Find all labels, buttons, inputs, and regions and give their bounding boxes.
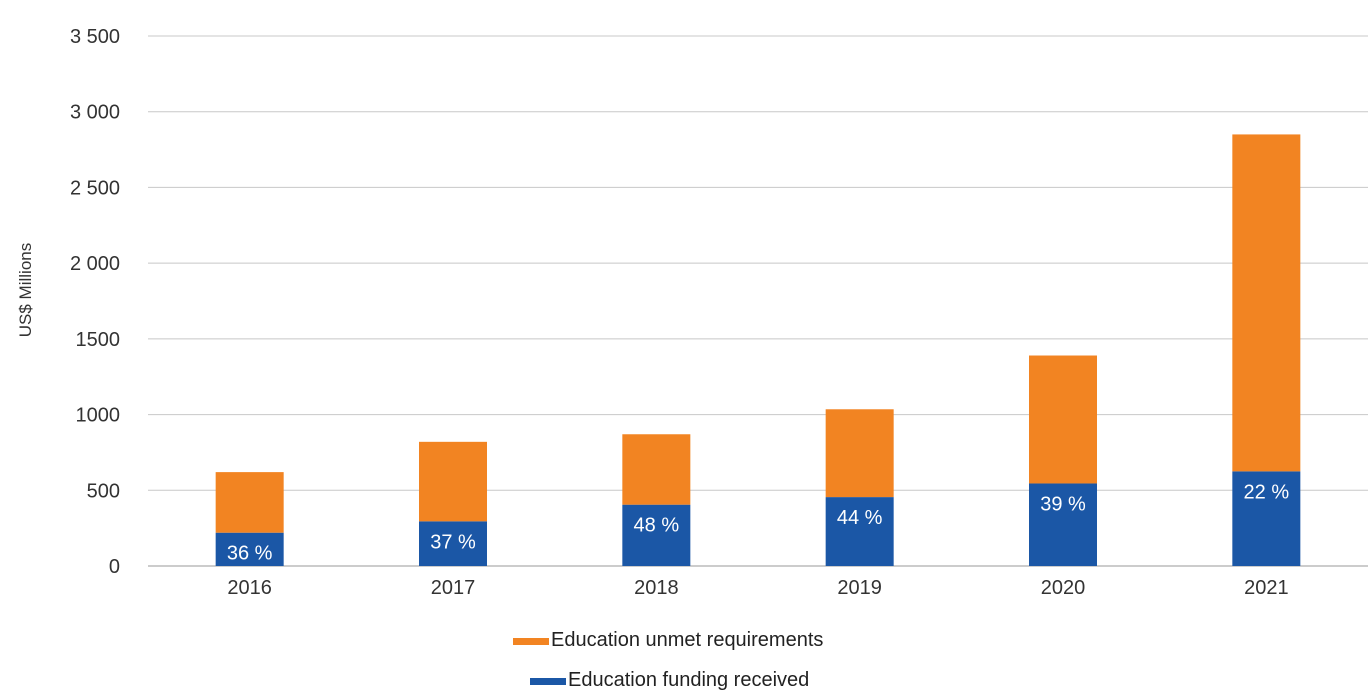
bar-unmet-requirements	[622, 434, 691, 505]
y-tick-label: 1500	[76, 329, 121, 351]
bar-funding-received	[622, 504, 691, 566]
bar-unmet-requirements	[215, 472, 284, 533]
data-label: 44 %	[837, 507, 883, 529]
data-label: 36 %	[227, 543, 273, 565]
bar-funding-received	[1029, 483, 1097, 566]
bar-unmet-requirements	[825, 409, 894, 498]
bar-funding-received	[419, 521, 487, 566]
y-tick-label: 3 000	[70, 102, 120, 124]
bar-funding-received	[1232, 471, 1301, 566]
data-label: 37 %	[430, 531, 476, 553]
bars: 36 % 37 % 48 % 44 % 39 % 22 %	[215, 134, 1301, 566]
y-axis-label: US$ Millions	[16, 243, 35, 337]
data-label: 48 %	[634, 515, 680, 537]
y-tick-label: 3 500	[70, 26, 120, 48]
x-tick-label: 2018	[634, 577, 679, 599]
legend-label: Education funding received	[568, 669, 809, 691]
bar-funding-received	[825, 497, 894, 566]
data-label: 22 %	[1244, 481, 1290, 503]
y-tick-label: 0	[109, 556, 120, 578]
legend-swatch	[513, 638, 549, 645]
bar-unmet-requirements	[419, 441, 487, 522]
x-tick-label: 2020	[1041, 577, 1086, 599]
legend: Education unmet requirements Education fu…	[513, 629, 823, 691]
gridlines	[148, 35, 1368, 567]
x-tick-label: 2017	[431, 577, 476, 599]
x-tick-label: 2016	[227, 577, 272, 599]
bar-funding-received	[215, 532, 284, 566]
y-tick-label: 2 500	[70, 177, 120, 199]
bar-unmet-requirements	[1232, 134, 1301, 472]
x-axis-ticks: 2016 2017 2018 2019 2020 2021	[227, 577, 1288, 599]
y-tick-label: 2 000	[70, 253, 120, 275]
x-tick-label: 2021	[1244, 577, 1289, 599]
y-axis-ticks: 0 500 1000 1500 2 000 2 500 3 000 3 500	[70, 26, 120, 578]
data-label: 39 %	[1040, 493, 1086, 515]
legend-swatch	[530, 678, 566, 685]
y-tick-label: 1000	[76, 405, 121, 427]
legend-label: Education unmet requirements	[551, 629, 823, 651]
bar-unmet-requirements	[1029, 355, 1097, 484]
y-tick-label: 500	[87, 480, 120, 502]
x-tick-label: 2019	[837, 577, 882, 599]
